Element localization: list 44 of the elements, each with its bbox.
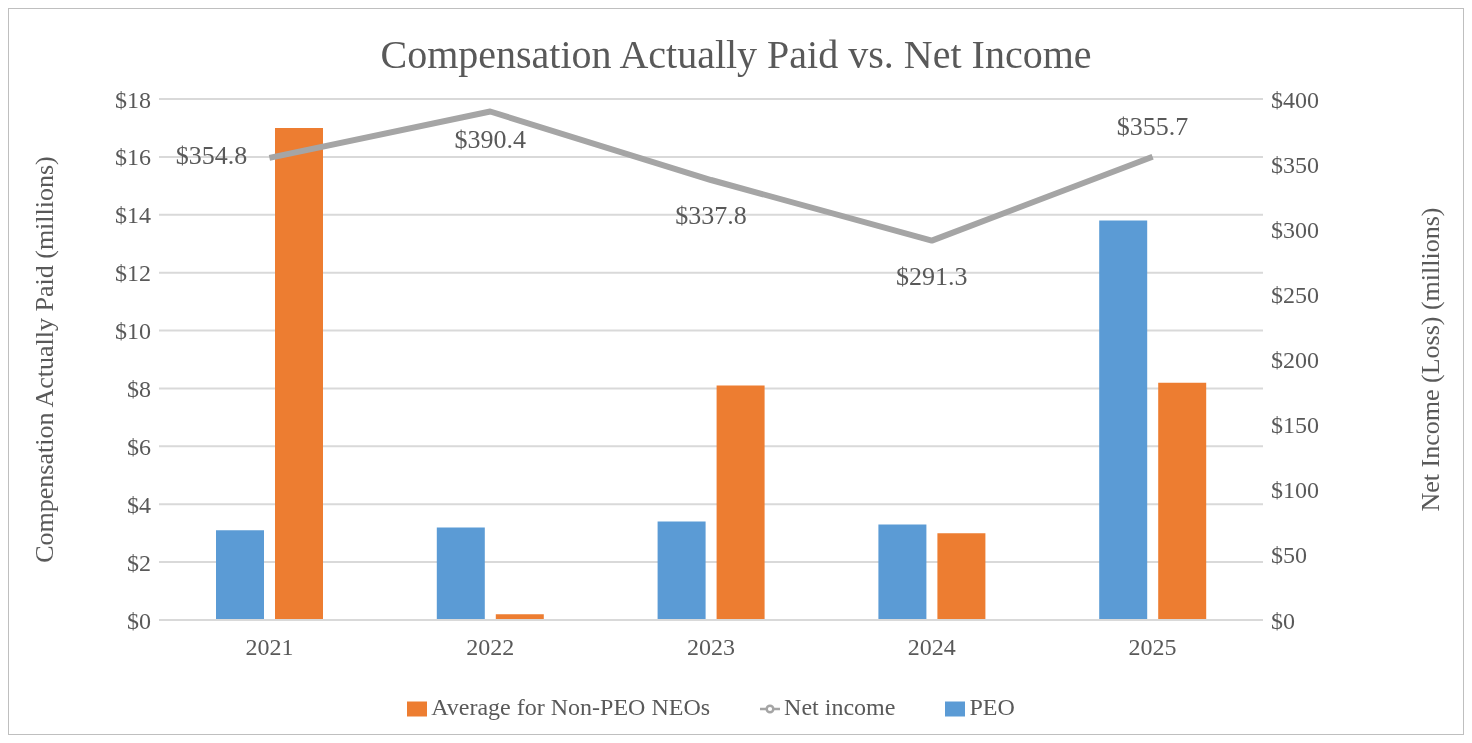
chart-title: Compensation Actually Paid vs. Net Income (379, 31, 1093, 79)
bar (716, 385, 765, 620)
data-label: $291.3 (896, 261, 968, 291)
y2-tick-label: $300 (1271, 216, 1319, 243)
bar (216, 530, 264, 620)
bar (1158, 382, 1207, 620)
bar (275, 127, 323, 620)
legend-label: Average for Non-PEO NEOs (431, 694, 711, 720)
y2-tick-label: $400 (1271, 86, 1319, 113)
y2-tick-label: $150 (1271, 412, 1319, 439)
y2-tick-label: $0 (1271, 607, 1295, 634)
y-tick-label: $14 (115, 202, 151, 229)
x-tick-label: 2023 (687, 634, 735, 661)
data-label: $354.8 (175, 140, 248, 170)
y-tick-label: $18 (115, 86, 151, 113)
data-label: $355.7 (1116, 111, 1189, 141)
y2-tick-label: $350 (1271, 151, 1319, 178)
x-tick-label: 2024 (907, 634, 956, 661)
y-tick-label: $16 (115, 144, 151, 171)
bar (436, 527, 485, 620)
x-tick-label: 2025 (1128, 634, 1177, 661)
x-tick-label: 2022 (466, 634, 515, 661)
bar (878, 524, 927, 620)
y2-tick-label: $250 (1271, 281, 1319, 308)
y-tick-label: $2 (127, 549, 151, 576)
y-tick-label: $4 (127, 491, 151, 518)
bar (1099, 220, 1148, 620)
y2-tick-label: $100 (1271, 477, 1319, 504)
y2-tick-label: $50 (1271, 542, 1307, 569)
data-label: $390.4 (454, 124, 526, 154)
y-tick-label: $8 (127, 375, 151, 402)
y2-axis-title: Net Income (Loss) (millions) (1416, 207, 1446, 512)
legend-label: Net income (784, 694, 896, 720)
y2-tick-label: $200 (1271, 347, 1319, 374)
y-tick-label: $12 (115, 260, 151, 287)
bar (937, 533, 986, 620)
y-tick-label: $6 (127, 433, 151, 460)
data-label: $337.8 (675, 201, 747, 231)
y-axis-title: Compensation Actually Paid (millions) (30, 156, 60, 563)
legend-label: PEO (969, 694, 1015, 720)
x-tick-label: 2021 (245, 634, 294, 661)
bar (657, 521, 706, 620)
y-tick-label: $0 (127, 607, 151, 634)
y-tick-label: $10 (115, 318, 151, 345)
